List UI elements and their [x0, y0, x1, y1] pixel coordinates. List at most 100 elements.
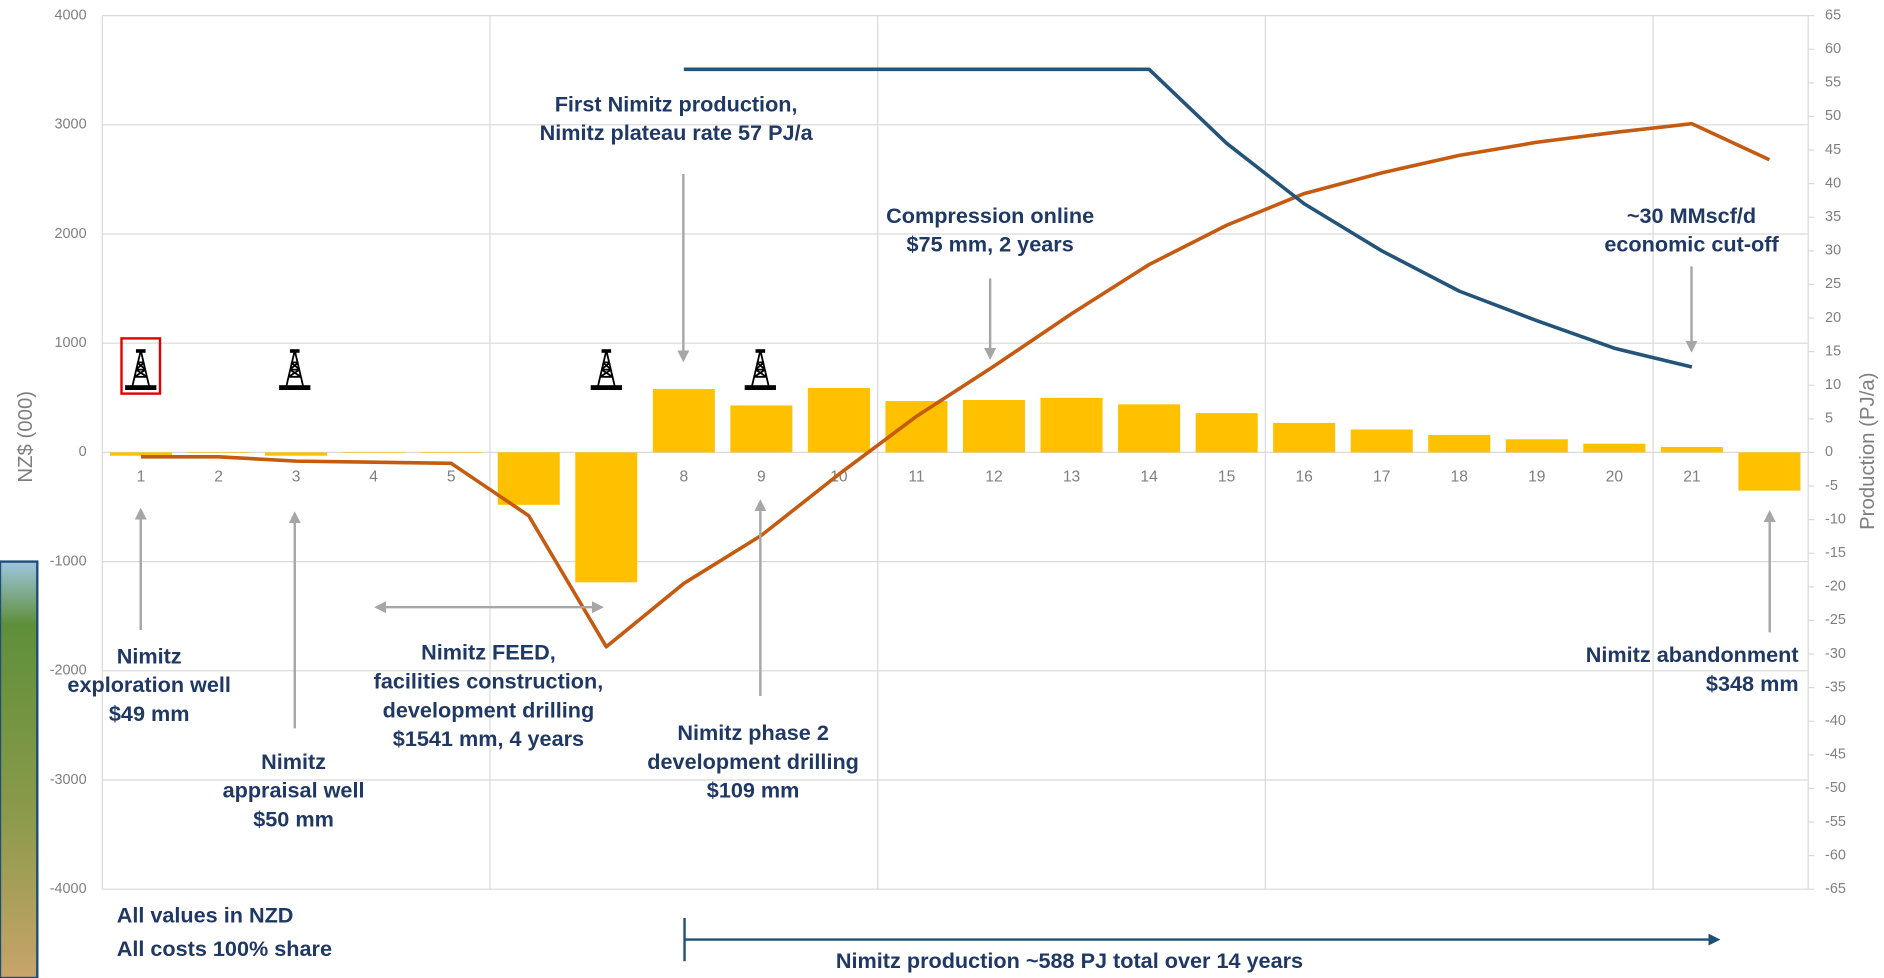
- annotation: $50 mm: [253, 807, 334, 832]
- x-tick-label: 21: [1683, 469, 1700, 486]
- y2-tick-label: -45: [1825, 747, 1846, 763]
- x-tick-label: 5: [447, 469, 456, 486]
- y-tick-label: -1000: [50, 553, 87, 569]
- bar: [342, 452, 405, 453]
- annotation: Compression online: [886, 203, 1094, 228]
- y2-tick-label: 35: [1825, 209, 1841, 225]
- bar: [885, 401, 948, 453]
- note: All costs 100% share: [117, 936, 332, 961]
- annotation: Nimitz: [261, 749, 326, 774]
- bar: [1660, 446, 1723, 453]
- y2-tick-label: -35: [1825, 679, 1846, 695]
- annotation: $348 mm: [1706, 671, 1799, 696]
- x-tick-label: 19: [1528, 469, 1545, 486]
- annotation: ~30 MMscf/d: [1627, 203, 1756, 228]
- bar: [1118, 404, 1181, 453]
- y2-tick-label: 40: [1825, 175, 1841, 191]
- bar: [1273, 422, 1336, 453]
- bar: [962, 399, 1026, 453]
- y2-tick-label: -50: [1825, 780, 1846, 796]
- annotation: $1541 mm, 4 years: [393, 726, 584, 751]
- x-tick-label: 14: [1140, 469, 1158, 486]
- bar: [1040, 397, 1103, 453]
- derricks: [120, 337, 777, 395]
- bar: [1195, 413, 1258, 453]
- annotation: Nimitz plateau rate 57 PJ/a: [540, 120, 814, 145]
- y-tick-label: 2000: [55, 226, 87, 242]
- y2-tick-label: 5: [1825, 411, 1833, 427]
- bar: [497, 452, 560, 505]
- y-axis-label: NZ$ (000): [15, 391, 37, 483]
- x-tick-label: 15: [1218, 469, 1236, 486]
- x-tick-label: 13: [1063, 469, 1080, 486]
- bar: [1738, 452, 1801, 491]
- bars: [110, 387, 1801, 583]
- bar: [1350, 429, 1413, 453]
- y2-tick-label: 20: [1825, 310, 1841, 326]
- annotation: appraisal well: [223, 778, 365, 803]
- annotation: development drilling: [383, 697, 595, 722]
- production-note: Nimitz production ~588 PJ total over 14 …: [836, 948, 1303, 973]
- x-tick-label: 18: [1451, 469, 1468, 486]
- bar: [1583, 443, 1646, 453]
- lines: [141, 67, 1771, 649]
- y2-tick-label: -65: [1825, 881, 1846, 897]
- bar: [730, 405, 793, 453]
- y2-tick-label: -10: [1825, 511, 1846, 527]
- y2-tick-label: -60: [1825, 847, 1846, 863]
- x-tick-label: 1: [137, 469, 146, 486]
- annotation: Nimitz: [117, 643, 182, 668]
- y2-tick-label: 25: [1825, 276, 1841, 292]
- annotation: Nimitz phase 2: [677, 720, 829, 745]
- bar: [1428, 434, 1491, 453]
- x-tick-label: 3: [292, 469, 301, 486]
- x-tick-label: 9: [757, 469, 766, 486]
- y2-tick-label: -5: [1825, 478, 1838, 494]
- y-tick-label: 1000: [55, 335, 87, 351]
- derrick-icon: [743, 348, 777, 391]
- bar: [265, 452, 328, 456]
- y-tick-label: 4000: [55, 7, 87, 23]
- highlight-box: [120, 337, 162, 395]
- annotation: exploration well: [67, 672, 231, 697]
- y2-tick-label: -55: [1825, 814, 1846, 830]
- x-tick-label: 16: [1295, 469, 1312, 486]
- y2-tick-label: 15: [1825, 343, 1841, 359]
- y-tick-label: -2000: [50, 663, 87, 679]
- y2-tick-label: -15: [1825, 545, 1846, 561]
- derrick-icon: [589, 348, 623, 391]
- x-tick-label: 4: [369, 469, 378, 486]
- line: [141, 121, 1771, 649]
- x-tick-label: 12: [985, 469, 1002, 486]
- y2-tick-label: 55: [1825, 75, 1841, 91]
- annotation: First Nimitz production,: [555, 91, 798, 116]
- y2-axis-label: Production (PJ/a): [1857, 372, 1879, 529]
- annotation: $75 mm, 2 years: [907, 232, 1074, 257]
- y2-tick-label: 10: [1825, 377, 1841, 393]
- x-tick-label: 17: [1373, 469, 1390, 486]
- x-tick-label: 2: [214, 469, 223, 486]
- landscape-image: [0, 560, 39, 978]
- line: [683, 67, 1693, 369]
- x-tick-label: 11: [908, 469, 924, 486]
- bar: [187, 452, 250, 453]
- derrick-icon: [124, 348, 158, 391]
- y2-tick-label: 50: [1825, 108, 1841, 124]
- x-tick-label: 20: [1606, 469, 1624, 486]
- derrick-icon: [278, 348, 312, 391]
- y2-tick-label: 60: [1825, 41, 1841, 57]
- annotation: Nimitz abandonment: [1586, 642, 1799, 667]
- y2-tick-label: 30: [1825, 243, 1841, 259]
- y-tick-label: -3000: [50, 772, 87, 788]
- bar: [110, 452, 173, 456]
- bar: [652, 389, 715, 453]
- annotation: facilities construction,: [374, 669, 604, 694]
- annotation: $49 mm: [109, 701, 190, 726]
- y2-tick-label: 45: [1825, 142, 1841, 158]
- bar: [1505, 439, 1568, 453]
- annotation: Nimitz FEED,: [421, 640, 556, 665]
- annotation: $109 mm: [707, 778, 800, 803]
- bar: [420, 452, 483, 453]
